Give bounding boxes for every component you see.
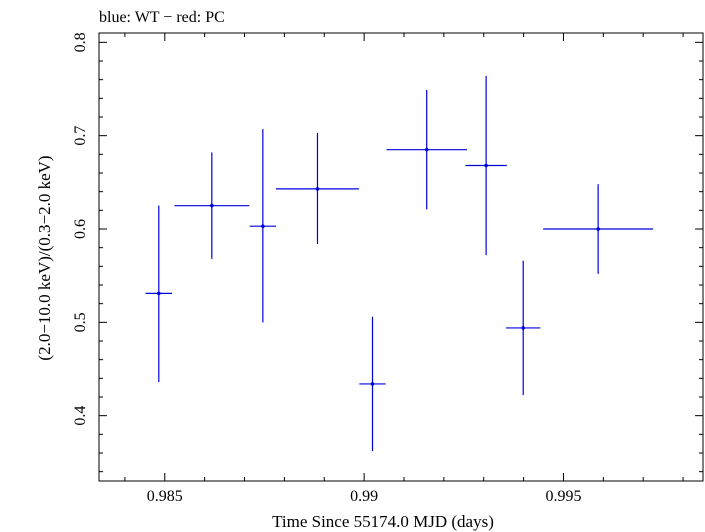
- data-point: [543, 184, 654, 274]
- data-point: [276, 132, 359, 244]
- data-point: [465, 75, 507, 256]
- x-tick-label: 0.985: [147, 488, 183, 505]
- data-point: [359, 316, 386, 452]
- x-tick-label: 0.99: [350, 488, 378, 505]
- point-marker: [484, 163, 488, 168]
- y-tick-label: 0.7: [72, 126, 89, 146]
- x-axis-label: Time Since 55174.0 MJD (days): [272, 512, 494, 531]
- chart-title: blue: WT − red: PC: [99, 9, 225, 26]
- y-tick-label: 0.5: [72, 312, 89, 332]
- plot-frame: [98, 32, 704, 482]
- point-marker: [370, 382, 375, 386]
- point-marker: [596, 227, 600, 231]
- y-tick-label: 0.8: [72, 32, 89, 52]
- point-marker: [424, 147, 429, 152]
- data-point: [174, 152, 250, 259]
- data-point: [506, 260, 541, 396]
- point-marker: [521, 326, 525, 330]
- point-marker: [261, 224, 265, 228]
- point-marker: [315, 187, 320, 191]
- data-point: [249, 129, 277, 323]
- axes: 0.985 0.99 0.995 0.4 0.5 0.6 0.7 0.8: [72, 32, 703, 505]
- y-axis-label: (2.0−10.0 keV)/(0.3−2.0 keV): [35, 155, 54, 360]
- y-tick-label: 0.6: [72, 219, 89, 239]
- data-point: [145, 205, 172, 383]
- point-marker: [157, 291, 161, 296]
- data-points: [145, 75, 654, 452]
- point-marker: [210, 203, 214, 208]
- x-tick-label: 0.995: [545, 488, 581, 505]
- y-tick-label: 0.4: [72, 406, 89, 426]
- data-point: [386, 89, 467, 210]
